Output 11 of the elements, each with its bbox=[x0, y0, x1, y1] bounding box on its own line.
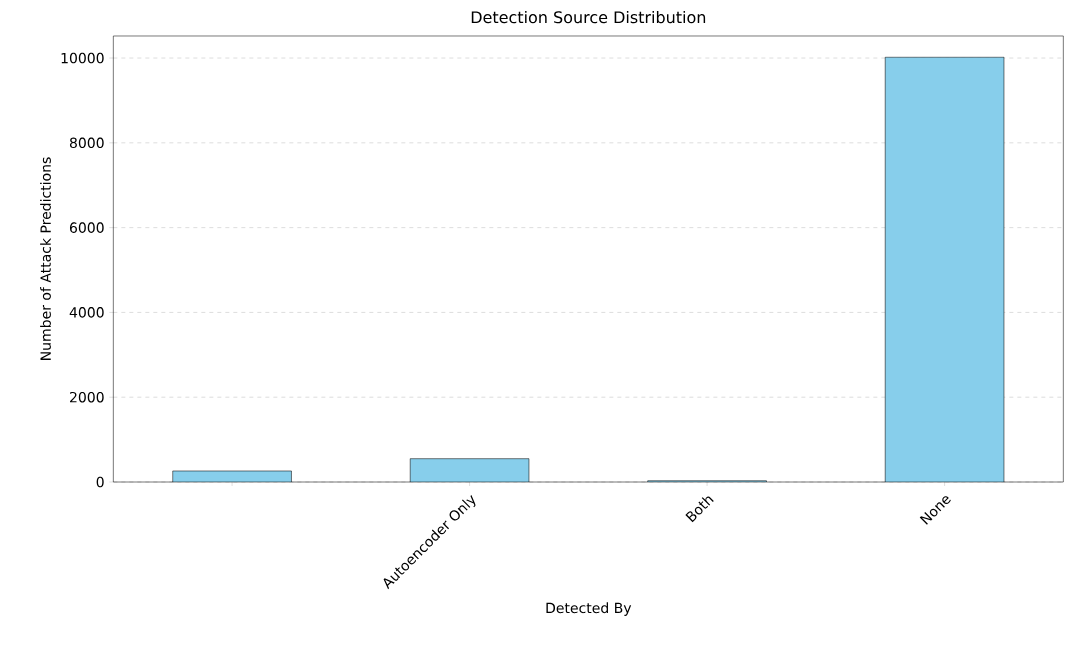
y-tick-label: 8000 bbox=[69, 137, 104, 149]
y-tick-label: 4000 bbox=[69, 307, 104, 318]
y-axis-title: Number of Attack Predictions bbox=[40, 157, 51, 360]
y-tick-label: 2000 bbox=[70, 391, 104, 403]
y-tick-label: 0 bbox=[96, 476, 104, 488]
y-tick-label: 6000 bbox=[69, 222, 104, 233]
bar bbox=[884, 56, 1005, 482]
x-axis-title: Detected By bbox=[546, 602, 632, 616]
bar bbox=[409, 458, 530, 482]
y-tick-label: 10000 bbox=[61, 52, 104, 64]
chart-title: Detection Source Distribution bbox=[471, 10, 706, 24]
